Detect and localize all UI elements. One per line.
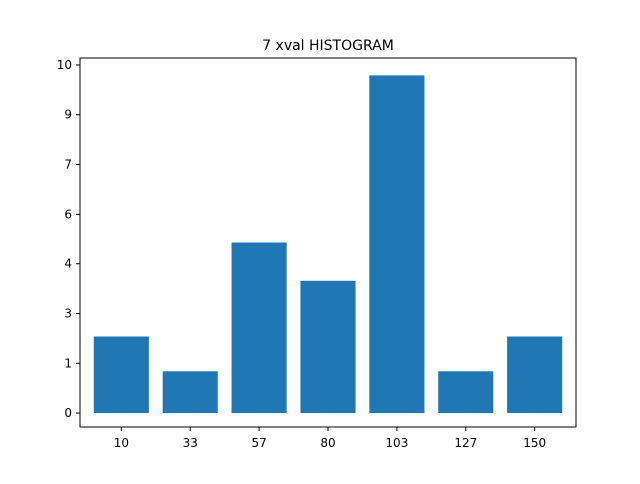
x-tick-label: 57: [251, 436, 266, 450]
bars-group: [93, 75, 563, 414]
y-tick-label: 6: [64, 207, 72, 221]
y-axis-ticks: 0 1 3 4 6 7 9 10: [57, 58, 80, 420]
y-tick-label: 0: [64, 406, 72, 420]
x-tick-label: 33: [183, 436, 198, 450]
x-tick-label: 10: [114, 436, 129, 450]
y-tick-label: 9: [64, 108, 72, 122]
bar-10: [93, 336, 149, 414]
y-tick-label: 3: [64, 307, 72, 321]
plot-frame: [79, 57, 577, 428]
y-tick-label: 10: [57, 58, 72, 72]
x-axis-ticks: 10 33 57 80 103 127 150: [114, 427, 546, 450]
chart-title: 7 xval HISTOGRAM: [262, 38, 394, 54]
x-tick-label: 150: [523, 436, 546, 450]
bar-33: [162, 371, 218, 414]
bar-103: [369, 75, 425, 414]
bar-80: [300, 280, 356, 414]
bar-150: [507, 336, 563, 414]
y-tick-label: 7: [64, 158, 72, 172]
y-tick-label: 4: [64, 257, 72, 271]
x-tick-label: 103: [385, 436, 408, 450]
bar-57: [231, 242, 287, 414]
x-tick-label: 80: [320, 436, 335, 450]
y-tick-label: 1: [64, 356, 72, 370]
x-tick-label: 127: [454, 436, 477, 450]
bar-127: [438, 371, 494, 414]
